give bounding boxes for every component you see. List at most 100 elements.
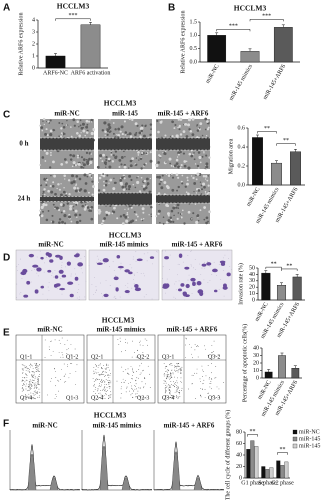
cell bbox=[54, 275, 59, 279]
event bbox=[118, 344, 120, 345]
event bbox=[168, 369, 170, 371]
event bbox=[169, 364, 170, 365]
cell bbox=[82, 166, 85, 169]
cell bbox=[127, 133, 129, 136]
pore bbox=[165, 292, 166, 294]
pore bbox=[229, 266, 231, 268]
event bbox=[100, 390, 102, 391]
event bbox=[35, 367, 37, 368]
cell bbox=[135, 163, 138, 166]
cell bbox=[63, 187, 65, 189]
pore bbox=[113, 296, 115, 298]
cell bbox=[204, 174, 208, 178]
event bbox=[142, 352, 144, 353]
cell bbox=[167, 174, 171, 177]
cell bbox=[42, 192, 44, 195]
event bbox=[31, 386, 33, 387]
event bbox=[66, 339, 68, 341]
cell bbox=[103, 161, 107, 165]
event bbox=[34, 390, 36, 392]
cell bbox=[79, 124, 82, 127]
pore bbox=[47, 286, 49, 288]
event bbox=[36, 371, 38, 372]
event bbox=[171, 363, 173, 364]
event bbox=[179, 368, 181, 369]
cell bbox=[149, 123, 153, 126]
pore bbox=[114, 295, 116, 297]
cell bbox=[65, 161, 68, 164]
event bbox=[184, 344, 186, 346]
event bbox=[103, 374, 105, 375]
pore bbox=[190, 264, 192, 266]
event bbox=[99, 383, 100, 385]
pore bbox=[21, 278, 23, 279]
event bbox=[58, 339, 60, 341]
y-axis-label: Relative ARF6 expression bbox=[18, 13, 24, 76]
pore bbox=[166, 278, 168, 280]
pore bbox=[207, 261, 208, 263]
cell bbox=[104, 134, 106, 136]
event bbox=[24, 381, 26, 383]
cell bbox=[56, 187, 58, 190]
cell bbox=[185, 160, 188, 163]
cell bbox=[204, 117, 208, 121]
significance-label: ** bbox=[286, 263, 292, 269]
event bbox=[181, 366, 183, 368]
event bbox=[141, 381, 143, 383]
cell bbox=[167, 219, 171, 222]
event bbox=[204, 389, 206, 390]
event bbox=[200, 381, 201, 382]
cell bbox=[112, 154, 115, 157]
event bbox=[169, 374, 171, 376]
event bbox=[31, 376, 33, 378]
cell bbox=[60, 183, 62, 185]
event bbox=[166, 365, 167, 367]
pore bbox=[16, 270, 18, 271]
event bbox=[30, 363, 31, 365]
event bbox=[139, 374, 141, 376]
pore bbox=[74, 273, 76, 275]
y-tick-label: 30 bbox=[249, 278, 255, 284]
cell bbox=[81, 122, 85, 126]
event bbox=[201, 388, 203, 390]
event bbox=[38, 380, 39, 382]
event bbox=[95, 393, 97, 394]
event bbox=[97, 389, 99, 391]
event bbox=[23, 377, 25, 379]
cell bbox=[138, 159, 140, 161]
event bbox=[132, 367, 133, 369]
event bbox=[101, 367, 103, 368]
cell bbox=[73, 124, 76, 127]
cell bbox=[170, 209, 174, 213]
pore bbox=[61, 267, 63, 268]
cell bbox=[193, 182, 197, 185]
pore bbox=[162, 278, 164, 279]
cell bbox=[177, 207, 180, 209]
cell bbox=[124, 215, 128, 219]
wound-gap bbox=[98, 138, 152, 150]
cell bbox=[44, 132, 48, 136]
cell bbox=[82, 158, 86, 162]
y-tick-label: 0.0 bbox=[190, 59, 198, 65]
cell bbox=[43, 188, 46, 191]
event bbox=[106, 384, 107, 385]
cell bbox=[116, 217, 119, 220]
cell bbox=[83, 173, 87, 177]
event bbox=[197, 345, 198, 346]
event bbox=[170, 386, 172, 388]
cell bbox=[107, 123, 111, 127]
cell bbox=[102, 174, 106, 178]
chart-title: HCCLM3 bbox=[234, 4, 267, 13]
event bbox=[107, 364, 109, 366]
event bbox=[121, 351, 122, 353]
pore bbox=[120, 269, 122, 271]
event bbox=[209, 377, 210, 378]
cell bbox=[124, 290, 130, 294]
pore bbox=[77, 252, 78, 253]
event bbox=[211, 354, 213, 356]
y-axis-label: Migration area bbox=[228, 138, 234, 174]
cell bbox=[92, 128, 95, 131]
event bbox=[165, 366, 167, 367]
cell bbox=[179, 150, 182, 154]
event bbox=[218, 397, 220, 398]
